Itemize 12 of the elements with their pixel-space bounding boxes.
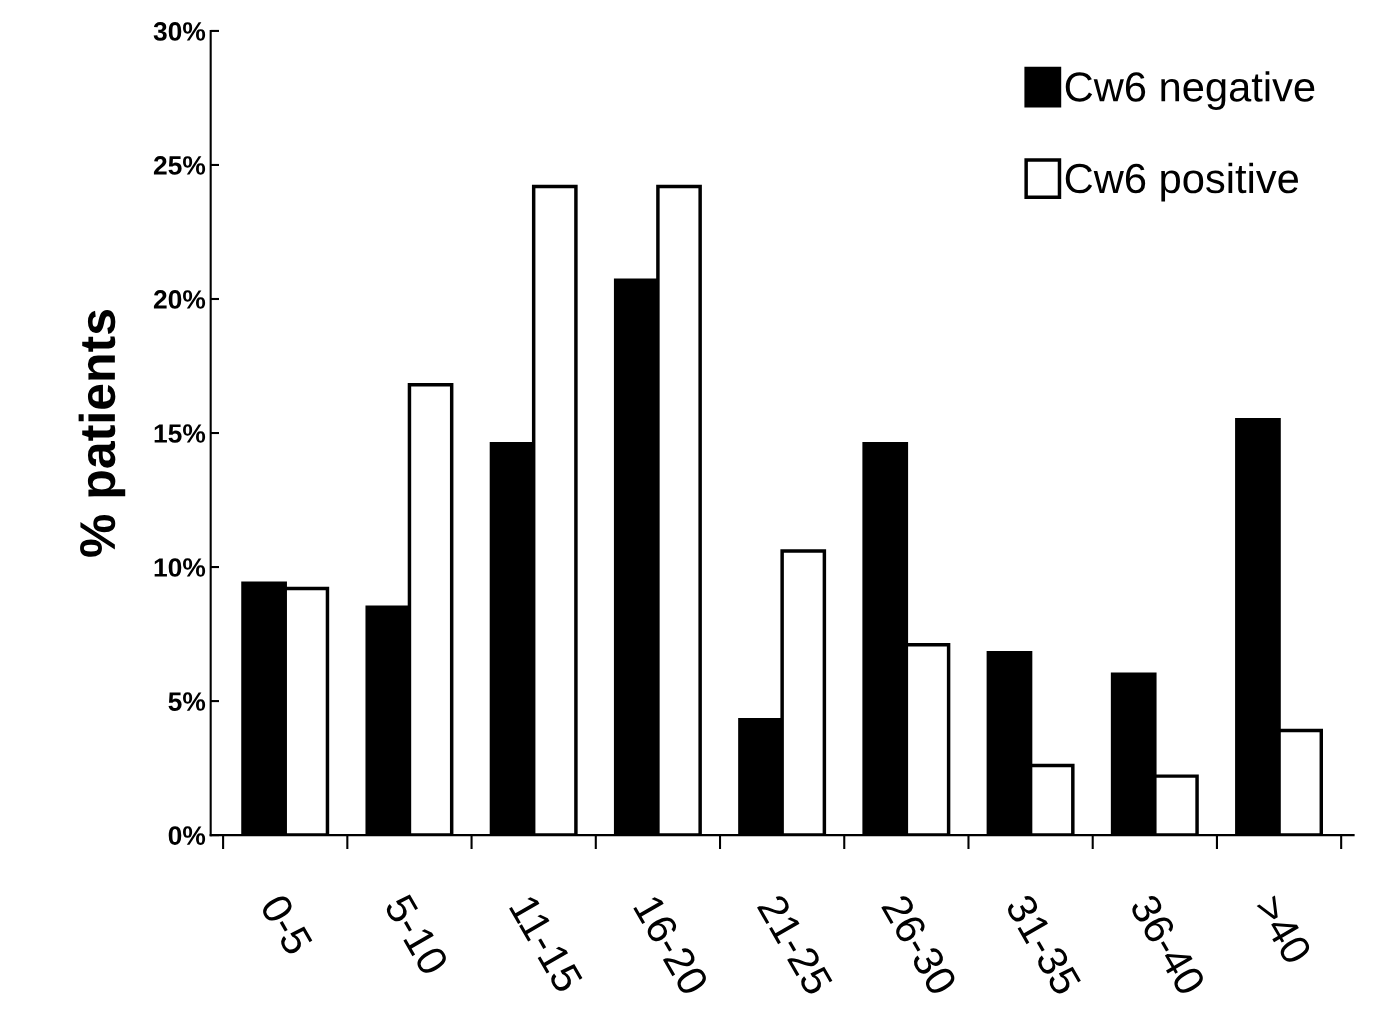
y-tick-label: 10% (154, 558, 206, 577)
x-tick-label: 0-5 (259, 892, 314, 957)
y-tick-label: 20% (153, 290, 206, 309)
legend-label: Cw6 positive (1065, 162, 1298, 202)
y-tick-label: 25% (153, 156, 206, 175)
y-tick-label: 30% (153, 22, 206, 41)
y-tick-label: 0% (168, 826, 206, 845)
y-tick-label: 15% (154, 424, 206, 443)
x-tick-label: >40 (1253, 893, 1313, 966)
y-axis-title: % patients (78, 310, 126, 557)
y-tick-label: 5% (168, 692, 206, 711)
legend-label: Cw6 negative (1065, 71, 1315, 110)
